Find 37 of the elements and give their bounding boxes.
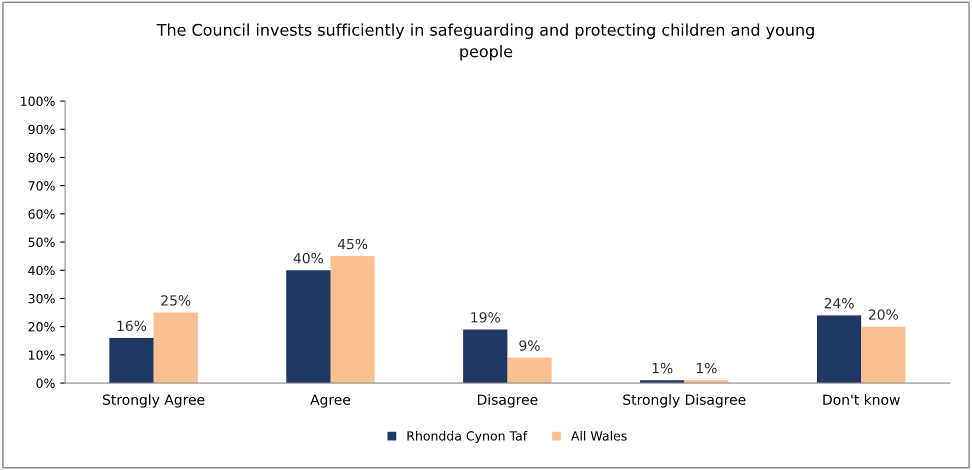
bar <box>463 329 508 384</box>
bar <box>330 256 375 384</box>
bar <box>507 358 552 384</box>
y-tick-label: 40% <box>28 266 55 276</box>
bar <box>861 326 906 384</box>
y-tick-label: 90% <box>28 124 55 134</box>
data-label: 40% <box>294 252 324 264</box>
data-label: 9% <box>519 340 540 351</box>
data-label: 19% <box>471 312 500 323</box>
data-label: 1% <box>696 362 717 374</box>
data-label: 24% <box>824 298 854 309</box>
x-tick-label: Disagree <box>478 394 538 408</box>
data-label: 16% <box>118 320 146 332</box>
y-tick-label: 50% <box>28 238 55 247</box>
y-tick-label: 0% <box>36 378 55 388</box>
legend-label: Rhondda Cynon Taf <box>407 430 528 444</box>
bar <box>816 315 862 384</box>
y-tick-label: 30% <box>28 294 55 304</box>
data-label: 20% <box>868 309 898 320</box>
y-tick-label: 80% <box>28 152 55 162</box>
data-label: 45% <box>338 238 368 250</box>
y-tick-label: 70% <box>28 181 55 191</box>
data-label: 1% <box>652 362 672 374</box>
bar <box>286 270 330 384</box>
data-label: 25% <box>161 295 190 306</box>
x-tick-label: Don't know <box>823 394 900 405</box>
bar <box>109 338 154 384</box>
bar <box>154 312 198 384</box>
y-tick-label: 100% <box>21 96 55 106</box>
y-tick-label: 20% <box>28 322 55 332</box>
legend-label: All Wales <box>571 430 627 441</box>
x-tick-label: Strongly Agree <box>102 394 204 408</box>
x-tick-label: Agree <box>310 394 350 408</box>
x-tick-label: Strongly Disagree <box>623 394 746 408</box>
chart-title: The Council invests sufficiently in safeguarding and protecting children and young people <box>156 24 814 60</box>
y-tick-label: 10% <box>28 350 55 360</box>
y-tick-label: 60% <box>28 209 55 219</box>
